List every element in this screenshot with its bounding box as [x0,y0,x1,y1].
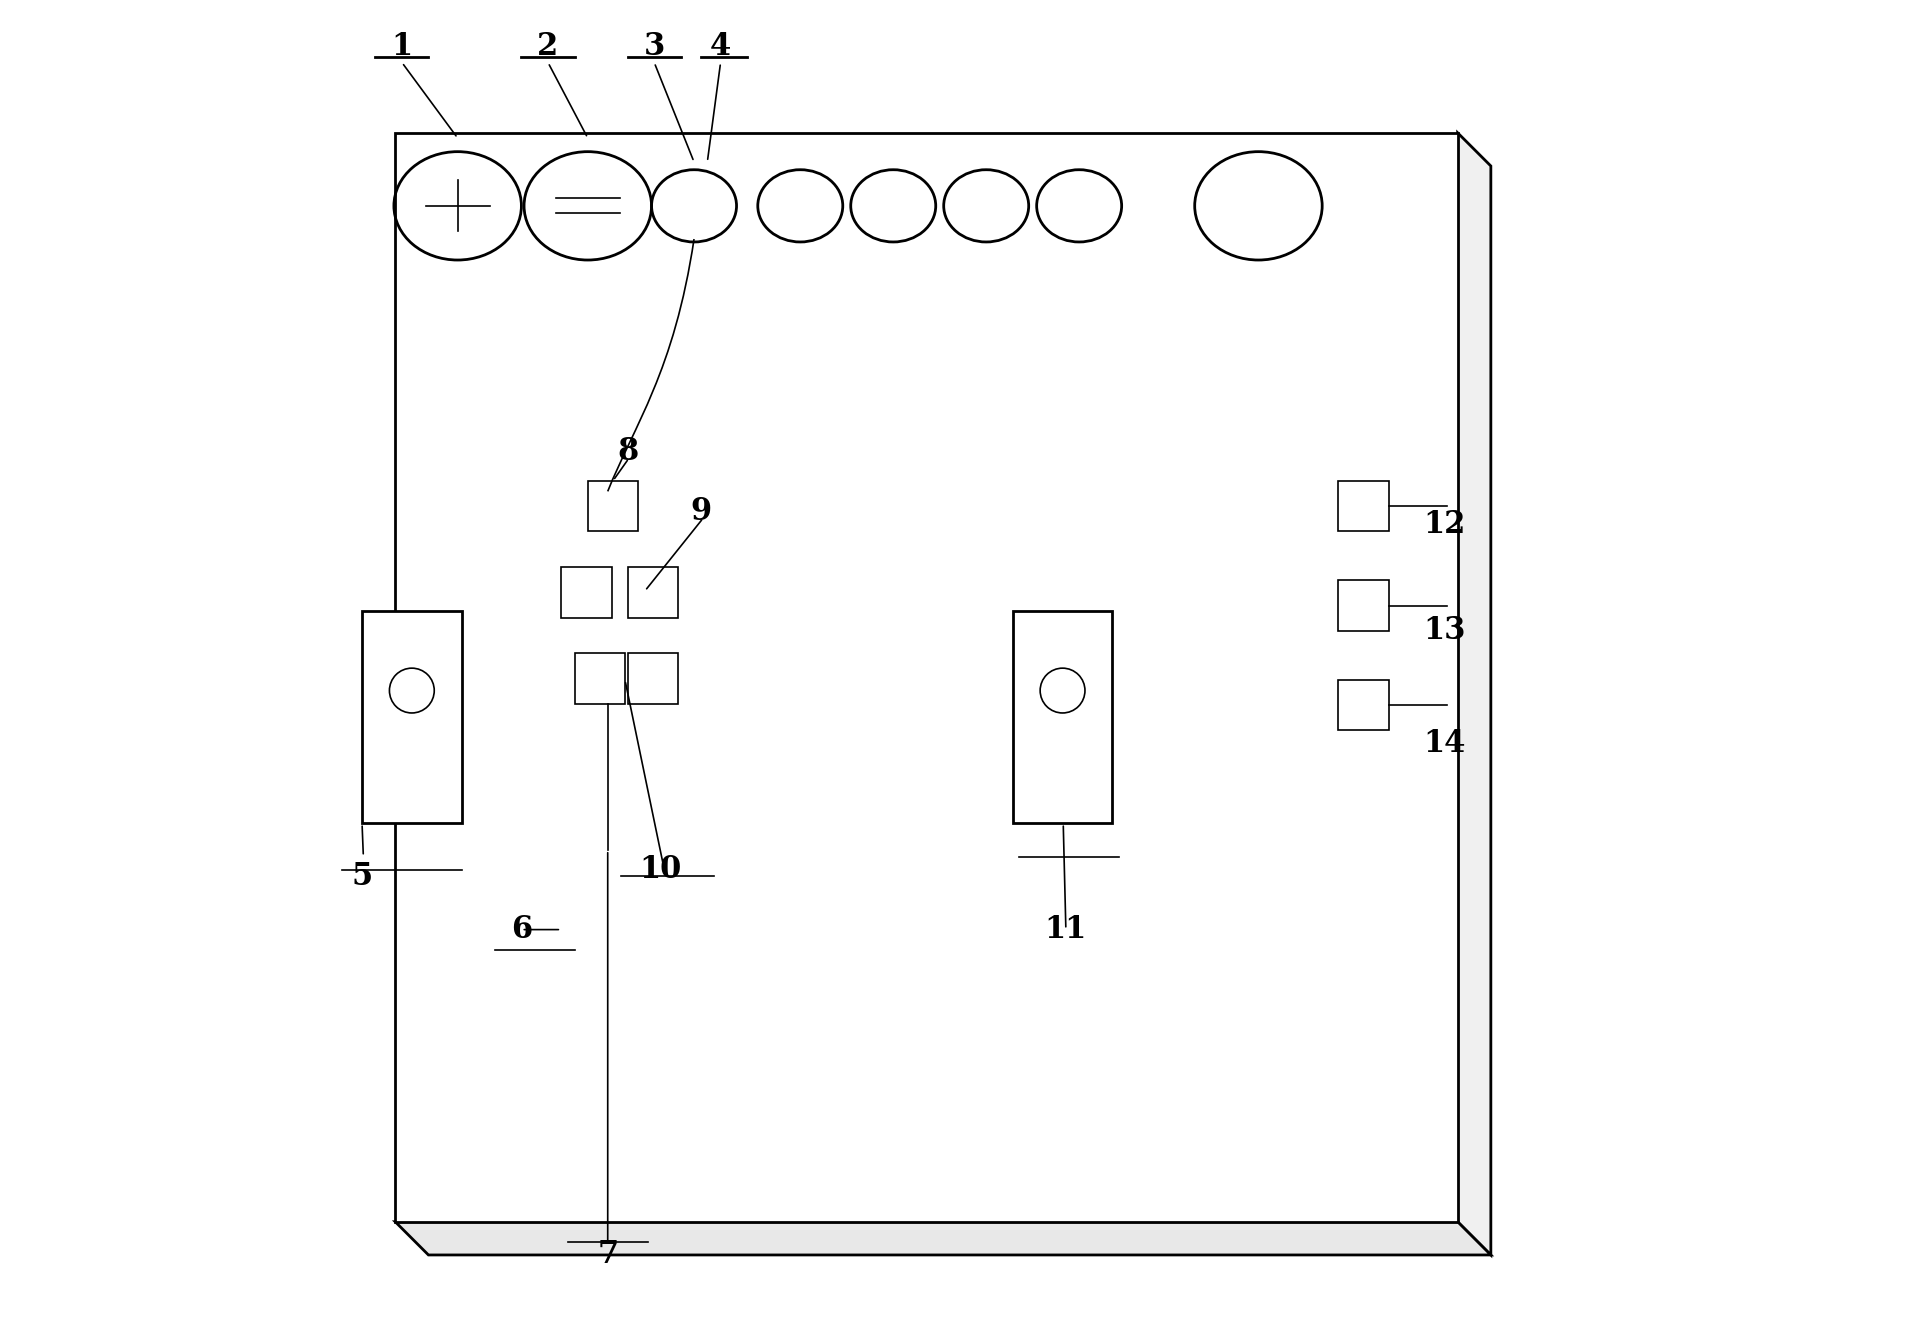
Text: 9: 9 [690,495,711,527]
Polygon shape [394,1222,1490,1255]
Text: 6: 6 [511,914,531,946]
Text: 13: 13 [1423,615,1465,647]
Text: 10: 10 [640,854,682,886]
Bar [1337,680,1389,730]
Bar [587,481,638,531]
Bar [1337,481,1389,531]
Bar [1337,580,1389,631]
FancyBboxPatch shape [1012,611,1113,823]
Text: 5: 5 [351,861,371,892]
Bar [627,653,678,704]
Text: 7: 7 [596,1239,617,1271]
FancyBboxPatch shape [362,611,461,823]
Text: 14: 14 [1423,728,1465,760]
Polygon shape [1457,133,1490,1255]
Polygon shape [394,133,1457,1222]
Text: 8: 8 [617,436,638,467]
Text: 4: 4 [709,31,732,62]
Text: 2: 2 [537,31,558,62]
Bar [573,653,625,704]
Text: 12: 12 [1423,509,1465,540]
Text: 11: 11 [1044,914,1086,946]
Text: 1: 1 [391,31,411,62]
Bar [627,567,678,618]
Text: 3: 3 [644,31,665,62]
Bar [560,567,612,618]
